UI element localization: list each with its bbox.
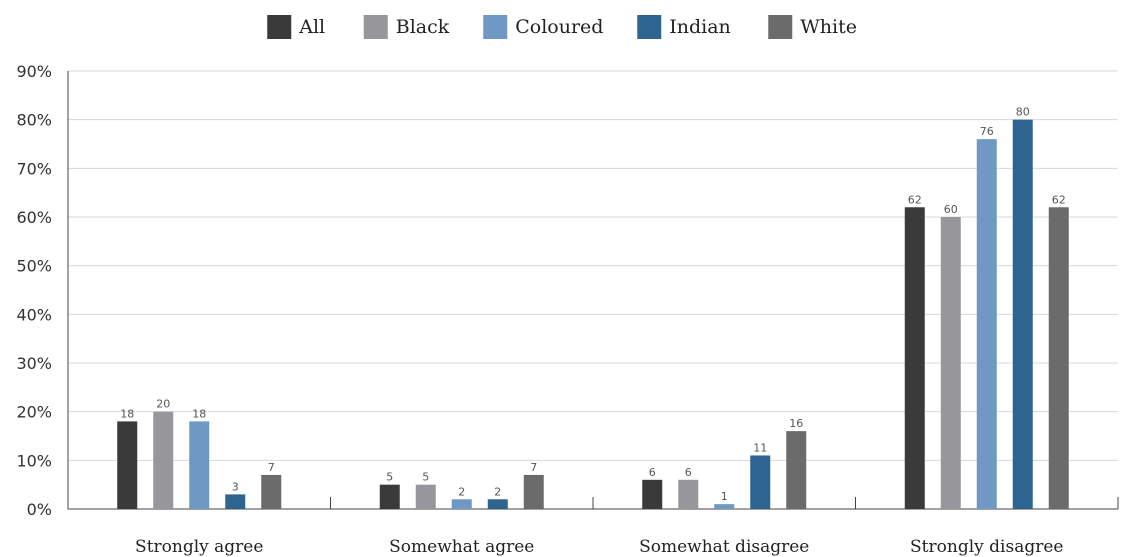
bar xyxy=(976,139,997,509)
legend-label: All xyxy=(298,16,325,38)
data-label: 18 xyxy=(120,407,134,420)
data-label: 60 xyxy=(944,203,958,216)
data-label: 1 xyxy=(721,490,728,503)
legend-label: White xyxy=(800,16,857,38)
y-tick-label: 40% xyxy=(16,305,52,324)
bar xyxy=(379,484,400,509)
data-label: 7 xyxy=(268,461,275,474)
bar xyxy=(1012,119,1033,510)
data-label: 62 xyxy=(908,193,922,206)
x-category-label: Strongly disagree xyxy=(910,537,1063,557)
y-tick-label: 50% xyxy=(16,257,52,276)
bar xyxy=(642,479,663,509)
data-label: 3 xyxy=(232,480,239,493)
bar xyxy=(487,499,508,509)
bar xyxy=(786,431,807,509)
y-tick-label: 30% xyxy=(16,354,52,373)
legend-label: Indian xyxy=(669,16,731,38)
x-category-label: Somewhat disagree xyxy=(639,537,809,557)
data-label: 6 xyxy=(649,466,656,479)
data-label: 76 xyxy=(980,125,994,138)
legend-swatch xyxy=(363,15,388,39)
bar xyxy=(451,499,472,509)
legend-swatch xyxy=(768,15,793,39)
bar xyxy=(153,411,174,509)
data-label: 5 xyxy=(386,471,393,484)
bar xyxy=(940,217,961,509)
bar xyxy=(117,421,138,509)
bar xyxy=(714,504,735,509)
data-label: 80 xyxy=(1016,106,1030,119)
y-tick-label: 90% xyxy=(16,62,52,81)
bar xyxy=(750,455,771,509)
legend: All Black Coloured Indian White xyxy=(267,15,857,39)
y-tick-label: 0% xyxy=(27,500,52,519)
y-tick-label: 10% xyxy=(16,451,52,470)
bar xyxy=(523,474,544,509)
data-label: 6 xyxy=(685,466,692,479)
y-axis: 0% 10% 20% 30% 40% 50% 60% 70% 80% 90% xyxy=(16,62,69,519)
y-tick-label: 20% xyxy=(16,403,52,422)
data-label: 11 xyxy=(753,441,767,454)
y-tick-label: 60% xyxy=(16,208,52,227)
gridlines xyxy=(68,70,1118,461)
bar xyxy=(678,479,699,509)
data-label: 62 xyxy=(1052,193,1066,206)
data-label: 7 xyxy=(530,461,537,474)
legend-swatch xyxy=(637,15,662,39)
data-label: 20 xyxy=(156,398,170,411)
data-label: 2 xyxy=(458,485,465,498)
y-tick-label: 70% xyxy=(16,159,52,178)
legend-label: Coloured xyxy=(515,16,603,38)
bar xyxy=(1048,207,1069,509)
legend-label: Black xyxy=(396,16,450,38)
data-label: 2 xyxy=(494,485,501,498)
bar xyxy=(261,474,282,509)
data-label: 18 xyxy=(192,407,206,420)
y-tick-label: 80% xyxy=(16,111,52,130)
bar xyxy=(225,494,246,509)
bar xyxy=(189,421,210,509)
x-category-label: Somewhat agree xyxy=(389,537,534,557)
x-category-label: Strongly agree xyxy=(135,537,263,557)
bar xyxy=(904,207,925,509)
legend-swatch xyxy=(267,15,292,39)
data-label: 5 xyxy=(422,471,429,484)
bar xyxy=(415,484,436,509)
data-label: 16 xyxy=(789,417,803,430)
legend-swatch xyxy=(483,15,508,39)
